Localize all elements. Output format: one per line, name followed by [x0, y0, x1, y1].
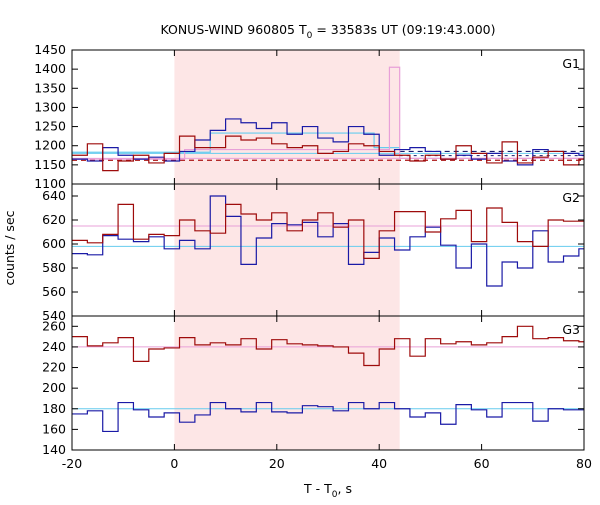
- y-tick-label: 600: [42, 236, 66, 251]
- x-axis-label: T - T0, s: [303, 481, 352, 500]
- y-tick-label: 1100: [34, 176, 66, 191]
- panel-label: G2: [562, 190, 580, 205]
- y-tick-label: 180: [42, 401, 66, 416]
- x-tick-label: 40: [371, 456, 387, 471]
- panel-label: G3: [562, 322, 580, 337]
- y-tick-label: 1250: [34, 119, 66, 134]
- y-tick-label: 1400: [34, 61, 66, 76]
- series-group: [72, 195, 584, 287]
- chart-title: KONUS-WIND 960805 T0 = 33583s UT (09:19:…: [160, 22, 495, 41]
- highlight-interval: [174, 50, 400, 450]
- series-group: [72, 66, 584, 172]
- y-tick-label: 160: [42, 421, 66, 436]
- y-tick-label: 140: [42, 442, 66, 457]
- y-tick-label: 1150: [34, 157, 66, 172]
- panel-frame: [71, 315, 585, 451]
- xlabel-subscript: 0: [332, 490, 338, 500]
- xlabel-rest: , s: [338, 481, 352, 496]
- y-tick-label: 220: [42, 360, 66, 375]
- title-subscript: 0: [307, 31, 313, 41]
- y-tick-label: 1450: [34, 42, 66, 57]
- x-tick-label: 80: [576, 456, 592, 471]
- xlabel-main: T - T: [303, 481, 332, 496]
- x-tick-label: 20: [269, 456, 285, 471]
- red-series: [72, 203, 584, 259]
- panel-g3: 140 160 180 200 220 240 260 G3: [42, 315, 585, 457]
- title-rest: = 33583s UT (09:19:43.000): [312, 22, 495, 37]
- red-model-step: [72, 66, 584, 160]
- y-tick-label: 620: [42, 212, 66, 227]
- y-tick-label: 260: [42, 318, 66, 333]
- panel-g2: 540 560 580 600 620 640 G2: [42, 183, 585, 323]
- x-tick-label: 0: [170, 456, 178, 471]
- y-tick-label: 1300: [34, 99, 66, 114]
- y-tick-label: 1200: [34, 138, 66, 153]
- blue-series: [72, 401, 584, 433]
- y-tick-label: 560: [42, 284, 66, 299]
- y-tick-label: 240: [42, 339, 66, 354]
- series-group: [72, 325, 584, 433]
- panel-label: G1: [562, 56, 580, 71]
- blue-series: [72, 195, 584, 287]
- y-tick-label: 540: [42, 308, 66, 323]
- y-tick-label: 640: [42, 188, 66, 203]
- y-tick-label: 200: [42, 380, 66, 395]
- panel-g1: 1100 1150 1200 1250 1300 1350 1400 1450 G1: [34, 42, 585, 191]
- red-series: [72, 325, 584, 367]
- y-tick-label: 1350: [34, 80, 66, 95]
- y-axis-label: counts / sec: [2, 210, 17, 285]
- y-tick-label: 580: [42, 260, 66, 275]
- panels-group: 11001150120012501300135014001450G1540560…: [34, 42, 592, 471]
- blue-model-step: [72, 132, 400, 153]
- x-tick-label: 60: [474, 456, 490, 471]
- red-series: [72, 135, 584, 172]
- title-main: KONUS-WIND 960805 T: [160, 22, 306, 37]
- x-tick-label: -20: [62, 456, 82, 471]
